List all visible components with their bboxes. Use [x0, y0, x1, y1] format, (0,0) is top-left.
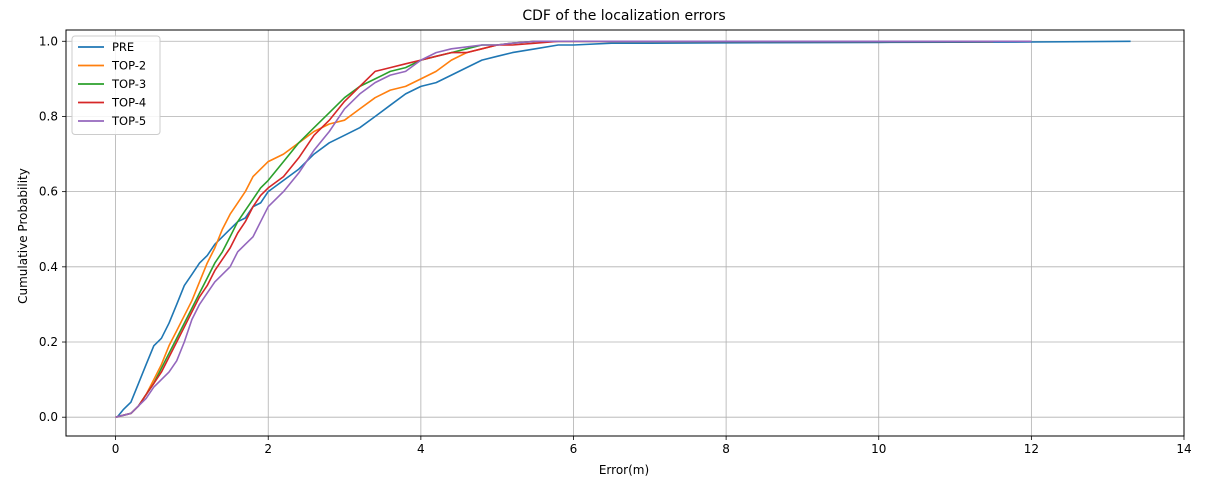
y-tick-label: 0.0	[39, 410, 58, 424]
legend-label-top-2: TOP-2	[111, 59, 146, 73]
series-line-pre	[116, 40, 1131, 418]
x-tick-label: 6	[570, 442, 578, 456]
legend-label-top-5: TOP-5	[111, 114, 146, 128]
x-tick-label: 0	[112, 442, 120, 456]
x-axis-label: Error(m)	[599, 463, 649, 477]
tick-layer: 0 2 4 6 8 10 12 14 0.0 0.2 0.4 0.6 0.8 1.0	[39, 34, 1192, 456]
x-tick-label: 10	[871, 442, 886, 456]
y-tick-label: 1.0	[39, 34, 58, 48]
series-line-top-2	[115, 40, 994, 418]
series-line-top-5	[115, 40, 1032, 418]
grid-layer	[66, 30, 1185, 436]
y-axis-label: Cumulative Probability	[16, 168, 30, 304]
x-tick-label: 2	[264, 442, 272, 456]
series-line-top-3	[115, 40, 994, 418]
x-tick-label: 4	[417, 442, 425, 456]
chart-title: CDF of the localization errors	[522, 8, 725, 24]
legend-label-top-3: TOP-3	[111, 77, 146, 91]
series-layer	[115, 40, 1131, 418]
x-tick-label: 12	[1024, 442, 1039, 456]
y-tick-label: 0.8	[39, 109, 58, 123]
legend-box	[71, 35, 161, 135]
legend-label-top-4: TOP-4	[111, 96, 146, 110]
x-tick-label: 8	[722, 442, 730, 456]
legend-label-pre: PRE	[112, 40, 134, 54]
y-tick-label: 0.6	[39, 185, 58, 199]
y-tick-label: 0.4	[39, 260, 58, 274]
series-line-top-4	[115, 40, 994, 418]
legend: PRE TOP-2 TOP-3 TOP-4 TOP-5	[71, 35, 161, 135]
plot-frame	[65, 29, 1185, 437]
x-tick-label: 14	[1176, 442, 1191, 456]
y-tick-label: 0.2	[39, 335, 58, 349]
